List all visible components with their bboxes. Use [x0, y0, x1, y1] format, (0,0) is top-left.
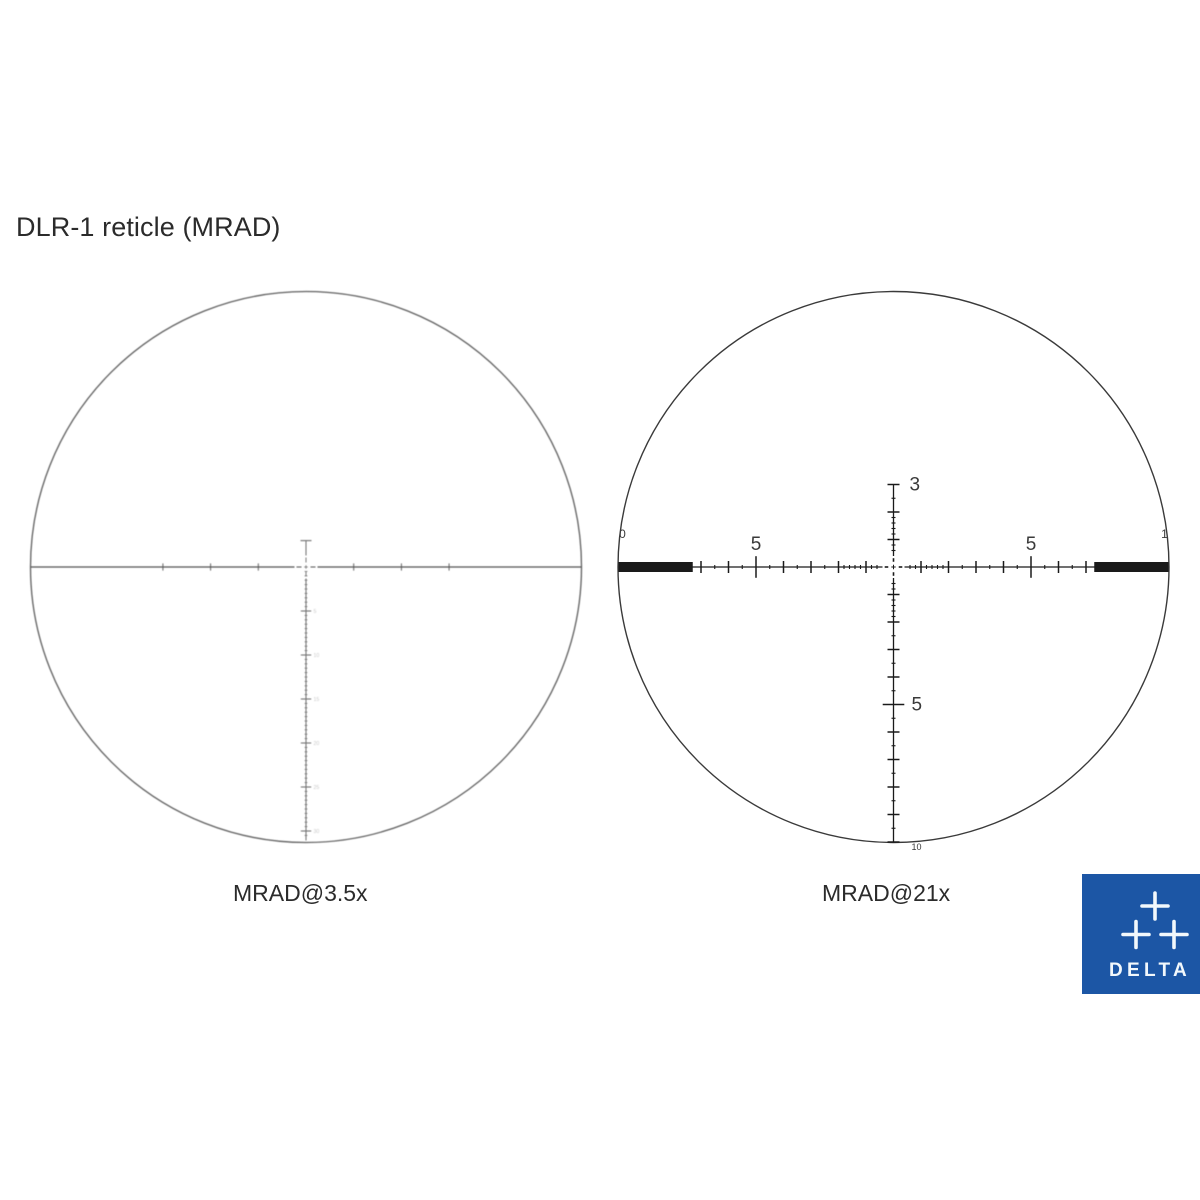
svg-text:3: 3 [910, 475, 921, 496]
svg-text:30: 30 [314, 829, 320, 835]
svg-text:10: 10 [314, 653, 320, 659]
svg-text:10: 10 [912, 842, 922, 852]
svg-text:1: 1 [1161, 527, 1168, 541]
svg-text:20: 20 [314, 741, 320, 747]
svg-text:0: 0 [619, 527, 626, 541]
svg-text:25: 25 [314, 785, 320, 791]
svg-text:5: 5 [1026, 534, 1037, 555]
svg-text:5: 5 [751, 534, 762, 555]
svg-text:15: 15 [314, 697, 320, 703]
svg-text:DELTA OPTICAL: DELTA OPTICAL [1109, 960, 1200, 981]
svg-text:5: 5 [912, 695, 923, 716]
svg-text:5: 5 [314, 609, 317, 615]
